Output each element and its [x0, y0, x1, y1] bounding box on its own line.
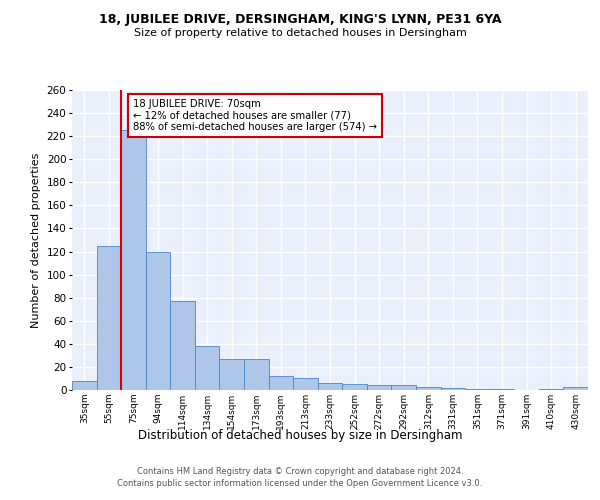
- Bar: [146, 252, 170, 390]
- Bar: [318, 383, 342, 390]
- Bar: [244, 359, 269, 390]
- Bar: [269, 376, 293, 390]
- Bar: [121, 130, 146, 390]
- Bar: [367, 386, 391, 390]
- Bar: [416, 386, 440, 390]
- Bar: [293, 378, 318, 390]
- Text: Size of property relative to detached houses in Dersingham: Size of property relative to detached ho…: [134, 28, 466, 38]
- Text: Distribution of detached houses by size in Dersingham: Distribution of detached houses by size …: [138, 428, 462, 442]
- Bar: [391, 386, 416, 390]
- Bar: [539, 389, 563, 390]
- Bar: [465, 389, 490, 390]
- Bar: [220, 359, 244, 390]
- Text: Contains HM Land Registry data © Crown copyright and database right 2024.
Contai: Contains HM Land Registry data © Crown c…: [118, 466, 482, 487]
- Bar: [72, 381, 97, 390]
- Y-axis label: Number of detached properties: Number of detached properties: [31, 152, 41, 328]
- Bar: [195, 346, 220, 390]
- Bar: [440, 388, 465, 390]
- Bar: [342, 384, 367, 390]
- Bar: [170, 301, 195, 390]
- Text: 18, JUBILEE DRIVE, DERSINGHAM, KING'S LYNN, PE31 6YA: 18, JUBILEE DRIVE, DERSINGHAM, KING'S LY…: [99, 12, 501, 26]
- Text: 18 JUBILEE DRIVE: 70sqm
← 12% of detached houses are smaller (77)
88% of semi-de: 18 JUBILEE DRIVE: 70sqm ← 12% of detache…: [133, 99, 377, 132]
- Bar: [97, 246, 121, 390]
- Bar: [563, 386, 588, 390]
- Bar: [490, 389, 514, 390]
